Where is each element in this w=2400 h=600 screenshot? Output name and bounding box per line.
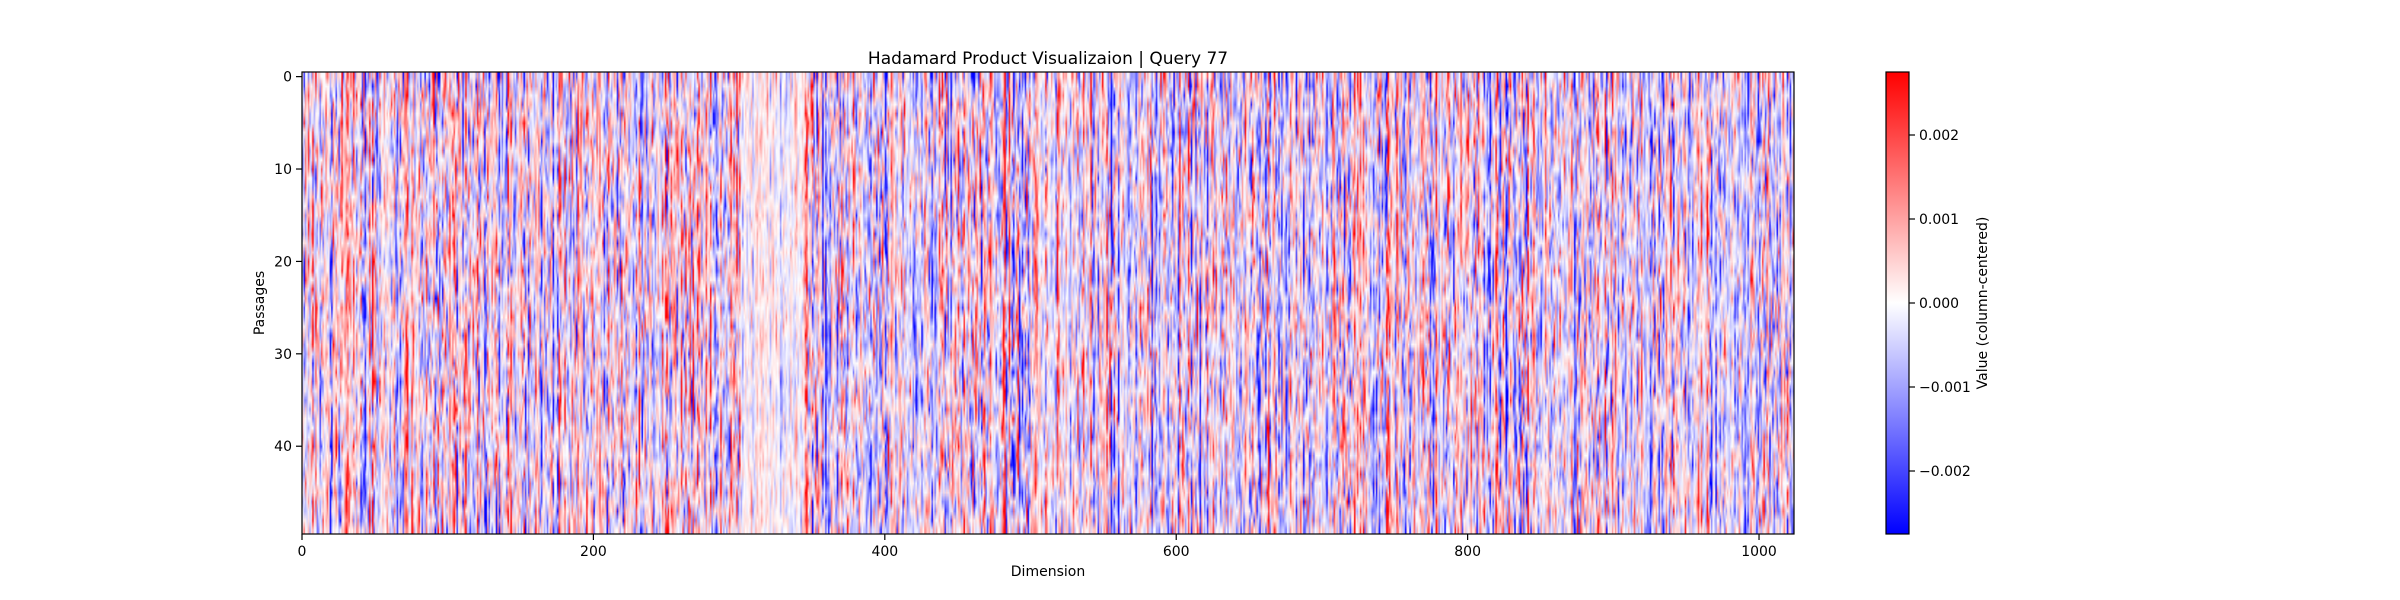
colorbar (1886, 72, 1909, 534)
colorbar-ticks: −0.002 −0.001 0.000 0.001 0.002 (1909, 128, 1971, 480)
x-tick-label: 400 (871, 544, 898, 560)
y-tick-label: 20 (274, 254, 292, 270)
x-tick-label: 600 (1163, 544, 1190, 560)
colorbar-label: Value (column-centered) (1975, 217, 1991, 390)
plot-frame (301, 71, 1795, 535)
y-tick-label: 30 (274, 347, 292, 363)
x-tick-label: 1000 (1741, 544, 1777, 560)
y-axis-label: Passages (252, 271, 268, 335)
x-axis-ticks: 0 200 400 600 800 1000 (298, 534, 1777, 560)
colorbar-tick-label: −0.001 (1919, 380, 1971, 396)
x-tick-label: 800 (1454, 544, 1481, 560)
colorbar-tick-label: 0.000 (1919, 296, 1959, 312)
chart-title: Hadamard Product Visualizaion | Query 77 (868, 49, 1228, 69)
colorbar-tick-label: −0.002 (1919, 464, 1971, 480)
colorbar-tick-label: 0.002 (1919, 128, 1959, 144)
y-tick-label: 0 (283, 70, 292, 86)
heatmap-cells (302, 72, 1794, 534)
colorbar-tick-label: 0.001 (1919, 212, 1959, 228)
x-tick-label: 0 (298, 544, 307, 560)
y-axis-ticks: 0 10 20 30 40 (274, 70, 302, 455)
y-tick-label: 10 (274, 162, 292, 178)
y-tick-label: 40 (274, 439, 292, 455)
x-tick-label: 200 (580, 544, 607, 560)
x-axis-label: Dimension (1011, 564, 1085, 580)
